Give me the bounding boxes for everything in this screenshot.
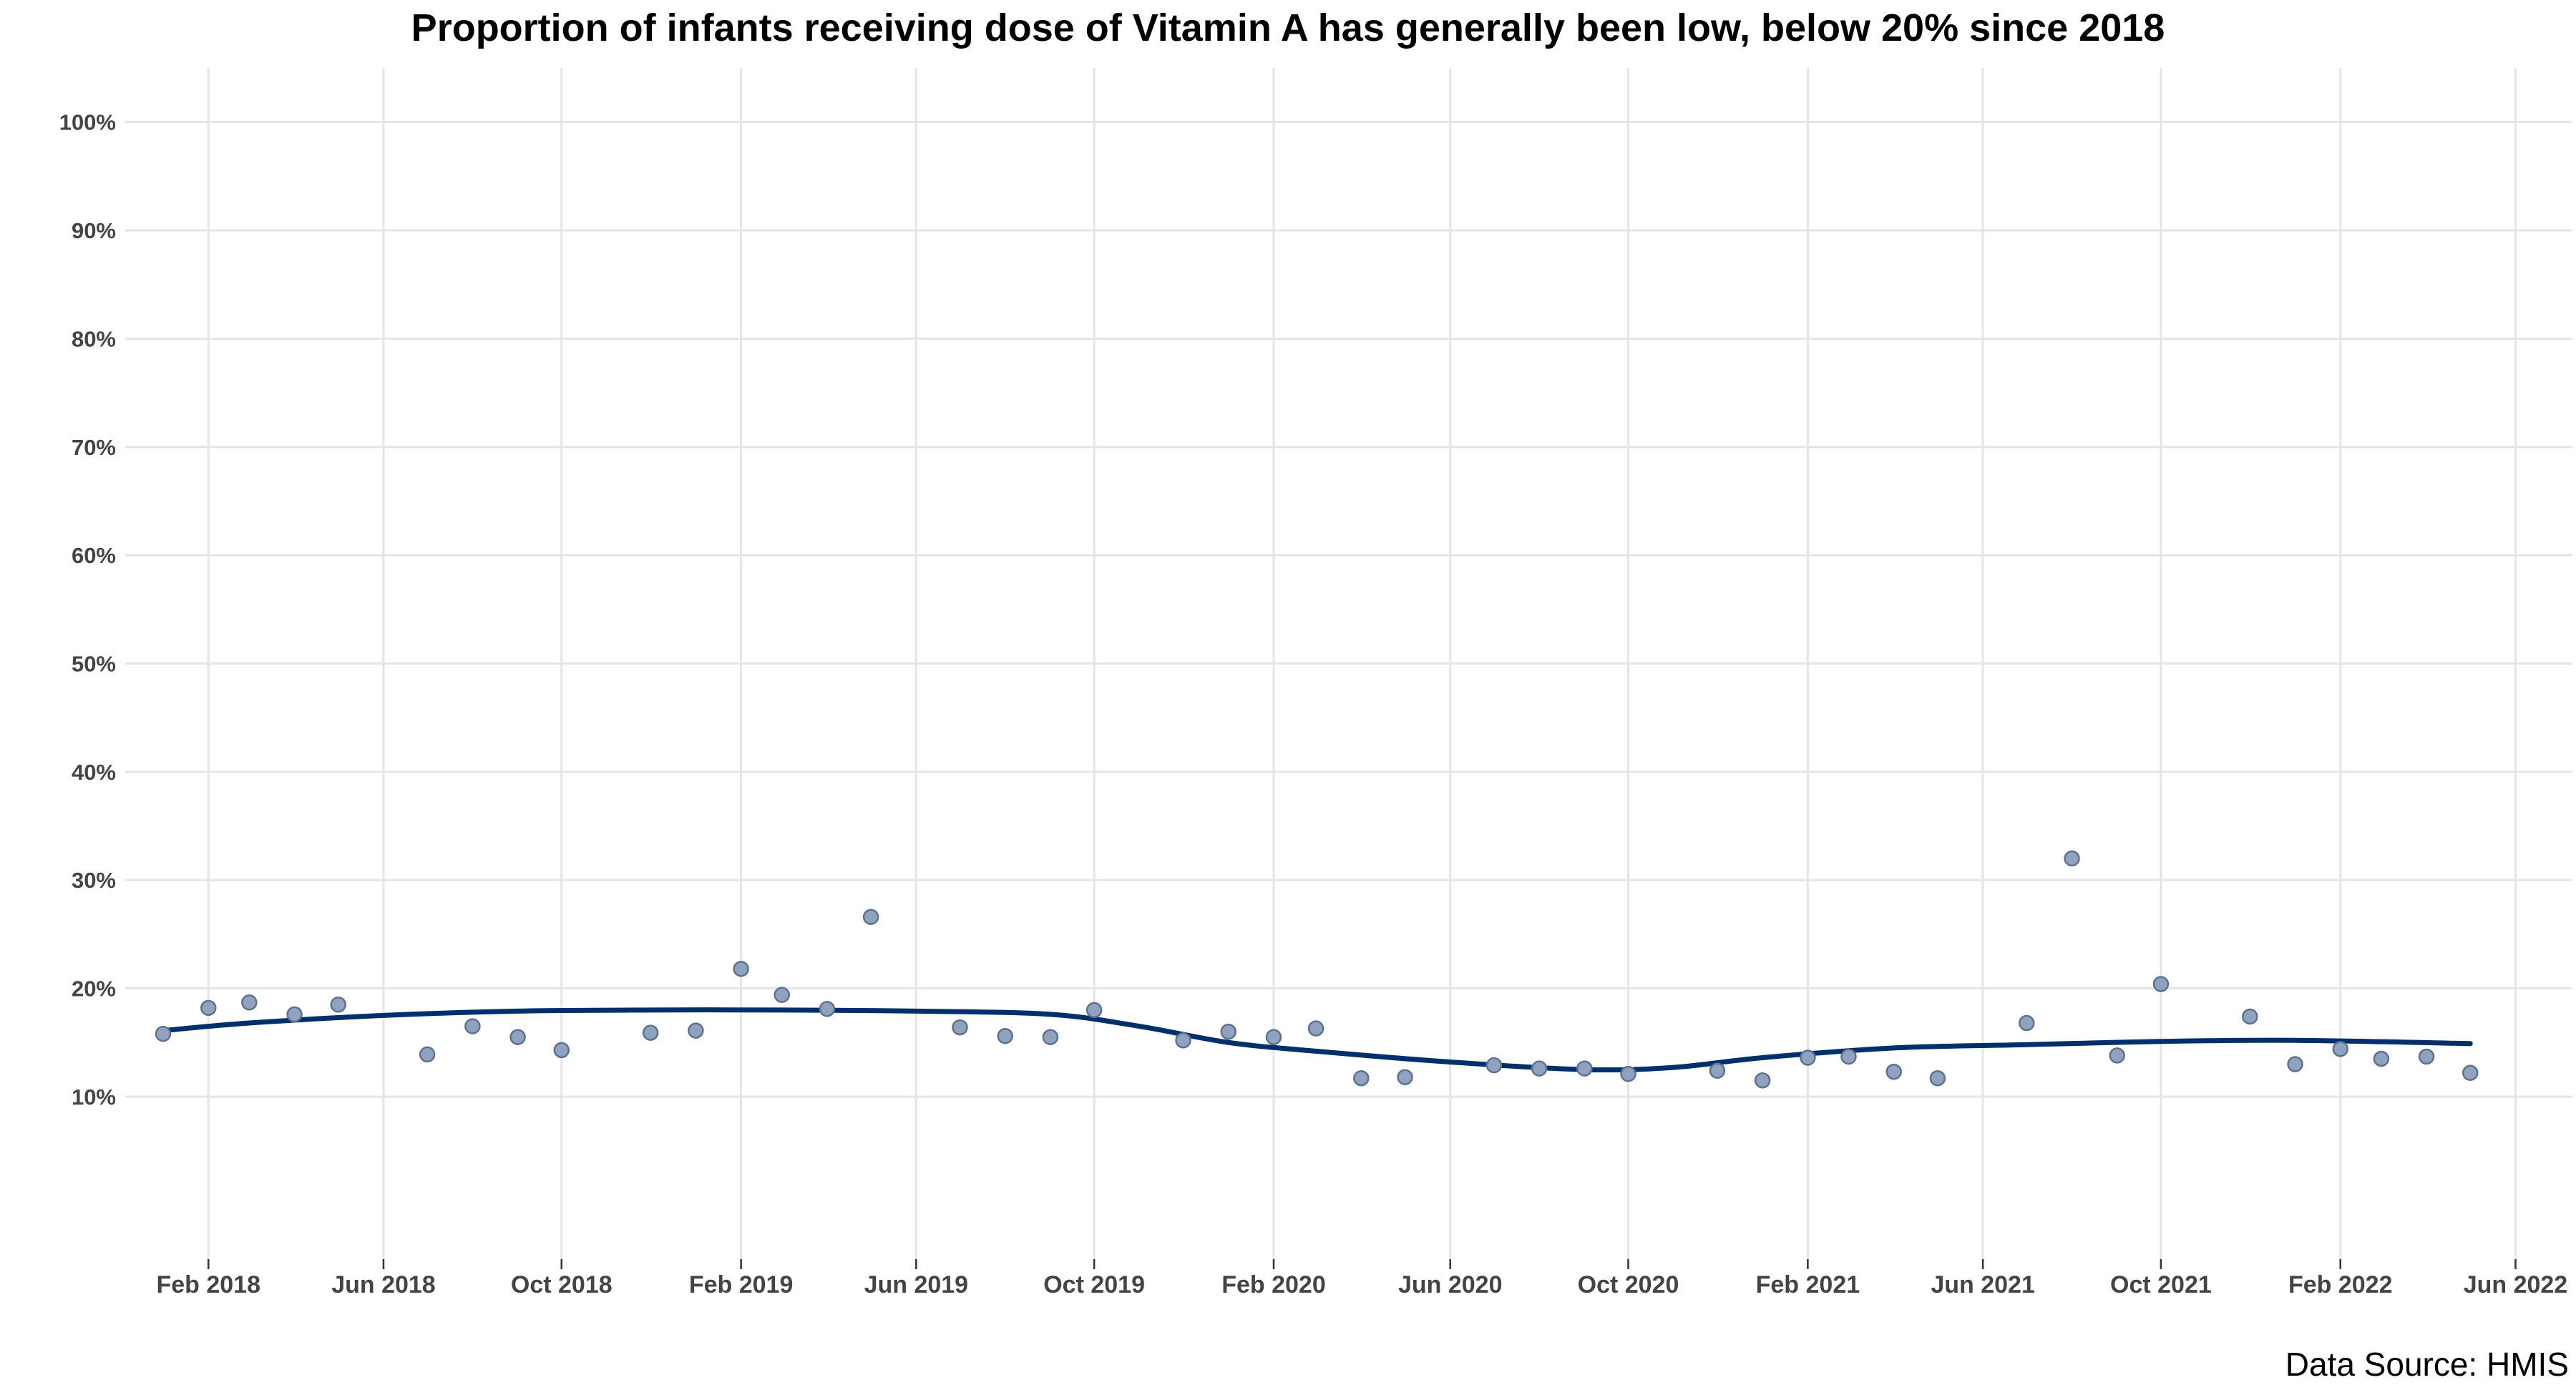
data-point <box>688 1022 704 1039</box>
data-point <box>819 1001 836 1017</box>
scatter-series <box>155 850 2479 1089</box>
x-tick-label: Oct 2020 <box>1578 1271 1679 1298</box>
y-tick-label: 100% <box>59 110 116 135</box>
data-point <box>2019 1014 2035 1032</box>
data-point <box>1754 1072 1771 1089</box>
data-point <box>774 987 790 1003</box>
gridlines <box>125 68 2572 1259</box>
y-tick-label: 50% <box>72 652 116 677</box>
data-point <box>1620 1065 1636 1082</box>
data-point <box>1265 1029 1282 1045</box>
data-point <box>553 1042 570 1059</box>
data-point <box>1800 1049 1816 1066</box>
data-point <box>952 1019 968 1036</box>
data-point <box>2064 850 2080 867</box>
chart-title: Proportion of infants receiving dose of … <box>411 6 2165 49</box>
data-point <box>155 1025 172 1042</box>
data-point <box>2287 1056 2303 1072</box>
x-tick-label: Feb 2022 <box>2288 1271 2393 1298</box>
x-tick-label: Feb 2019 <box>689 1271 794 1298</box>
data-point <box>1042 1029 1059 1045</box>
data-point <box>1709 1062 1726 1079</box>
data-point <box>286 1006 303 1023</box>
trend-series <box>160 1007 2473 1073</box>
x-tick-label: Feb 2018 <box>156 1271 260 1298</box>
data-point <box>1353 1070 1370 1087</box>
data-point <box>1840 1048 1857 1065</box>
data-point <box>1531 1060 1548 1077</box>
data-point <box>2373 1050 2390 1067</box>
y-tick-label: 80% <box>72 326 116 351</box>
x-tick-label: Jun 2020 <box>1398 1271 1503 1298</box>
data-point <box>1307 1020 1324 1037</box>
x-tick-label: Jun 2021 <box>1931 1271 2035 1298</box>
data-point <box>1175 1032 1191 1049</box>
x-tick-label: Jun 2018 <box>331 1271 436 1298</box>
data-point <box>1085 1002 1103 1019</box>
x-tick-label: Oct 2021 <box>2110 1271 2212 1298</box>
x-axis: Feb 2018 Jun 2018 Oct 2018 Feb 2019 Jun 2019… <box>156 1259 2567 1298</box>
data-point <box>464 1018 481 1034</box>
x-tick-label: Feb 2021 <box>1756 1271 1860 1298</box>
y-tick-label: 70% <box>72 435 116 460</box>
data-point <box>330 997 346 1013</box>
y-tick-label: 90% <box>72 218 116 243</box>
data-source-note: Data Source: HMIS <box>2285 1346 2569 1383</box>
data-point <box>733 961 749 977</box>
x-tick-label: Feb 2020 <box>1221 1271 1326 1298</box>
data-point <box>1397 1069 1413 1085</box>
data-point <box>2242 1008 2258 1025</box>
y-tick-label: 40% <box>72 760 116 785</box>
data-point <box>1485 1057 1503 1074</box>
y-tick-label: 30% <box>72 868 116 893</box>
x-tick-label: Oct 2018 <box>511 1271 613 1298</box>
data-point <box>1220 1023 1237 1040</box>
data-point <box>200 999 217 1017</box>
y-tick-label: 20% <box>72 976 116 1002</box>
data-point <box>419 1046 436 1063</box>
data-point <box>2109 1047 2125 1064</box>
x-tick-label: Jun 2022 <box>2464 1271 2568 1298</box>
data-point <box>2332 1041 2348 1057</box>
data-point <box>1885 1063 1902 1080</box>
data-point <box>862 909 879 925</box>
data-point <box>2152 976 2170 992</box>
x-tick-label: Jun 2019 <box>864 1271 969 1298</box>
data-point <box>642 1024 659 1041</box>
x-tick-label: Oct 2019 <box>1043 1271 1145 1298</box>
data-point <box>2418 1048 2435 1065</box>
y-axis: 10% 20% 30% 40% 50% 60% 70% 80% 90% 100% <box>59 110 116 1110</box>
y-tick-label: 10% <box>72 1085 116 1110</box>
data-point <box>1576 1060 1593 1077</box>
data-point <box>997 1027 1013 1044</box>
trend-line <box>160 1007 2473 1073</box>
data-point <box>241 994 258 1011</box>
data-point <box>509 1029 526 1045</box>
data-point <box>1929 1070 1946 1087</box>
data-point <box>2462 1064 2479 1081</box>
y-tick-label: 60% <box>72 543 116 568</box>
